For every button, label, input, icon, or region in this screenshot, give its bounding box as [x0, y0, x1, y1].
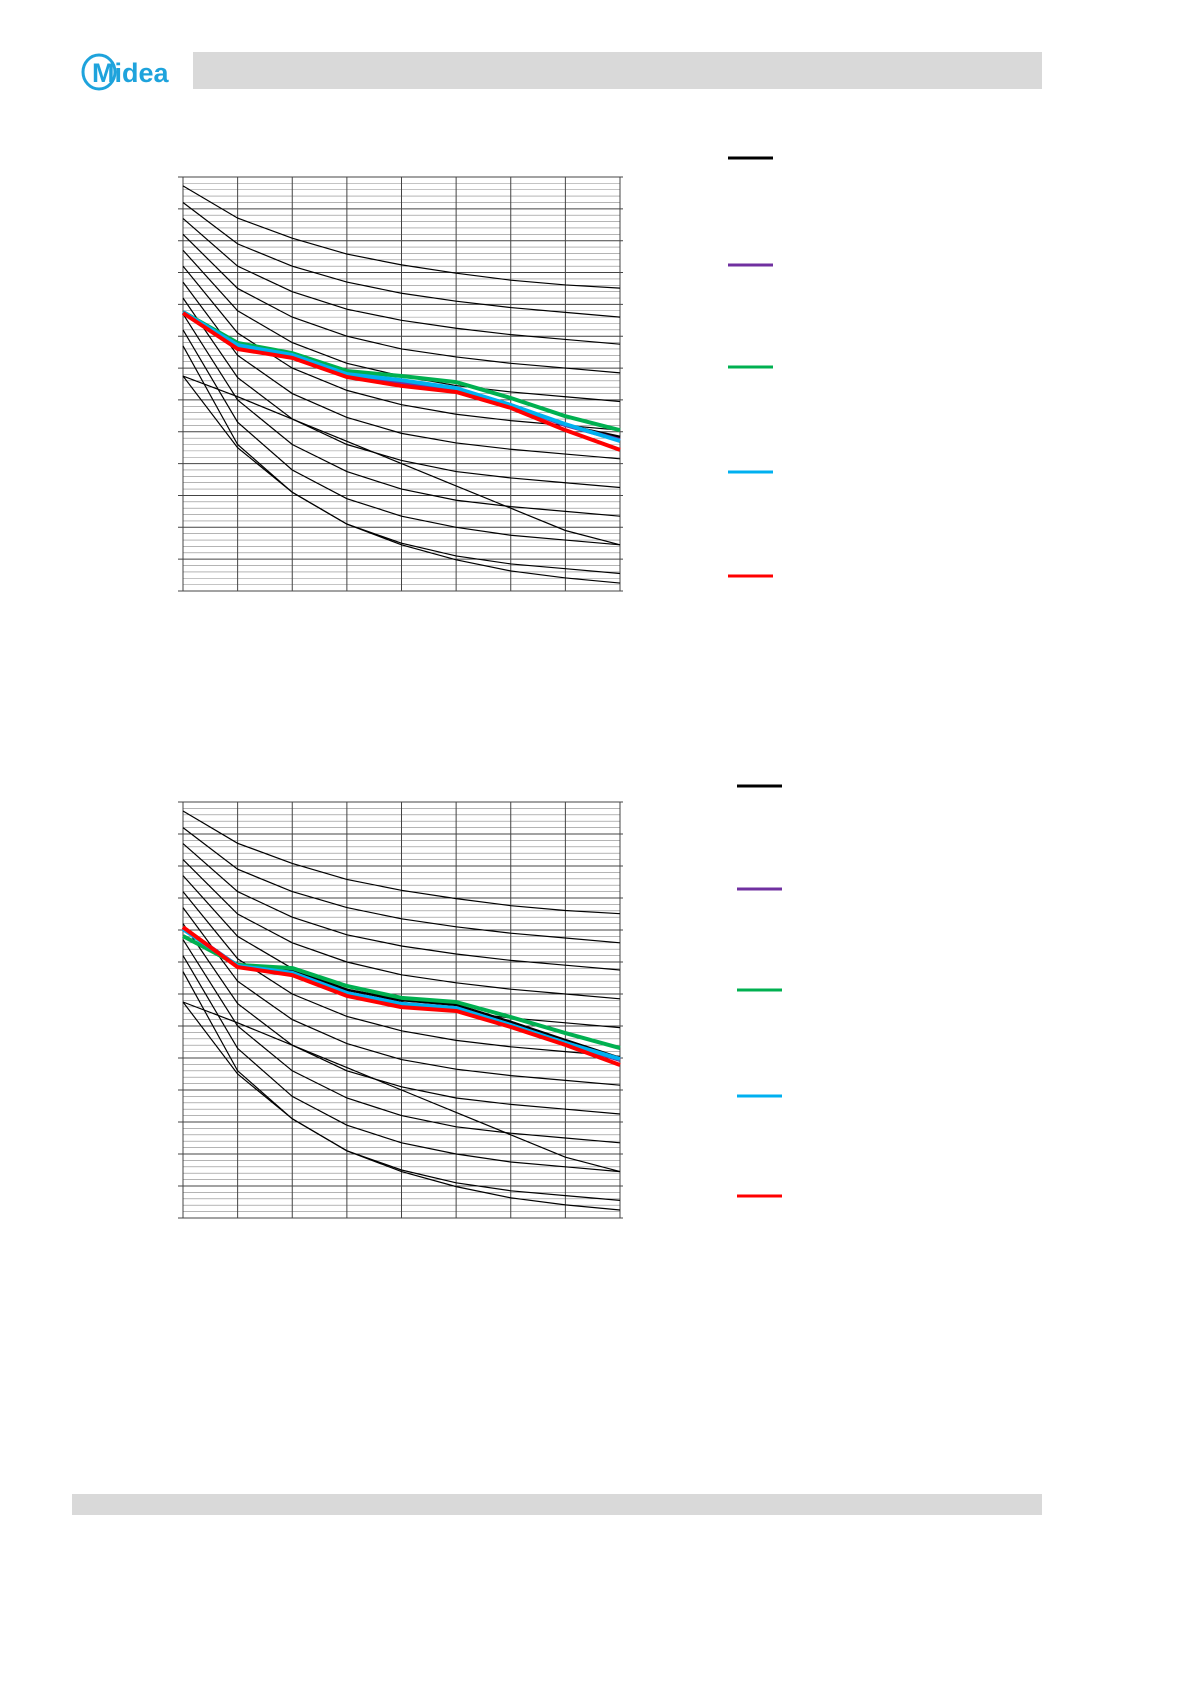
reference-curve	[182, 297, 621, 489]
reference-curve	[182, 185, 621, 289]
reference-curve	[182, 859, 621, 1000]
logo: Midea	[92, 58, 170, 88]
reference-curve	[182, 1001, 621, 1173]
logo-ring	[81, 53, 117, 91]
reference-curve	[182, 1001, 621, 1211]
reference-curve	[182, 375, 621, 584]
series-line	[181, 310, 621, 443]
series-line	[181, 925, 621, 1067]
reference-curve	[182, 907, 621, 1086]
reference-curve	[182, 313, 621, 517]
series-line	[181, 311, 621, 452]
reference-curve	[182, 923, 621, 1115]
reference-curve	[182, 201, 621, 318]
reference-curve	[182, 329, 621, 546]
reference-curve	[182, 939, 621, 1144]
series-line	[182, 310, 621, 433]
reference-curve	[182, 233, 621, 374]
reference-curve	[182, 345, 621, 575]
header-bar	[193, 52, 1042, 89]
reference-curve	[182, 827, 621, 944]
series-line	[182, 934, 621, 1051]
reference-curve	[182, 281, 621, 460]
reference-curve	[182, 971, 621, 1201]
reference-curve	[182, 810, 621, 915]
footer-bar	[72, 1494, 1042, 1515]
reference-curve	[182, 843, 621, 971]
reference-curve	[182, 955, 621, 1173]
reference-curve	[182, 217, 621, 345]
reference-curve	[182, 375, 621, 546]
